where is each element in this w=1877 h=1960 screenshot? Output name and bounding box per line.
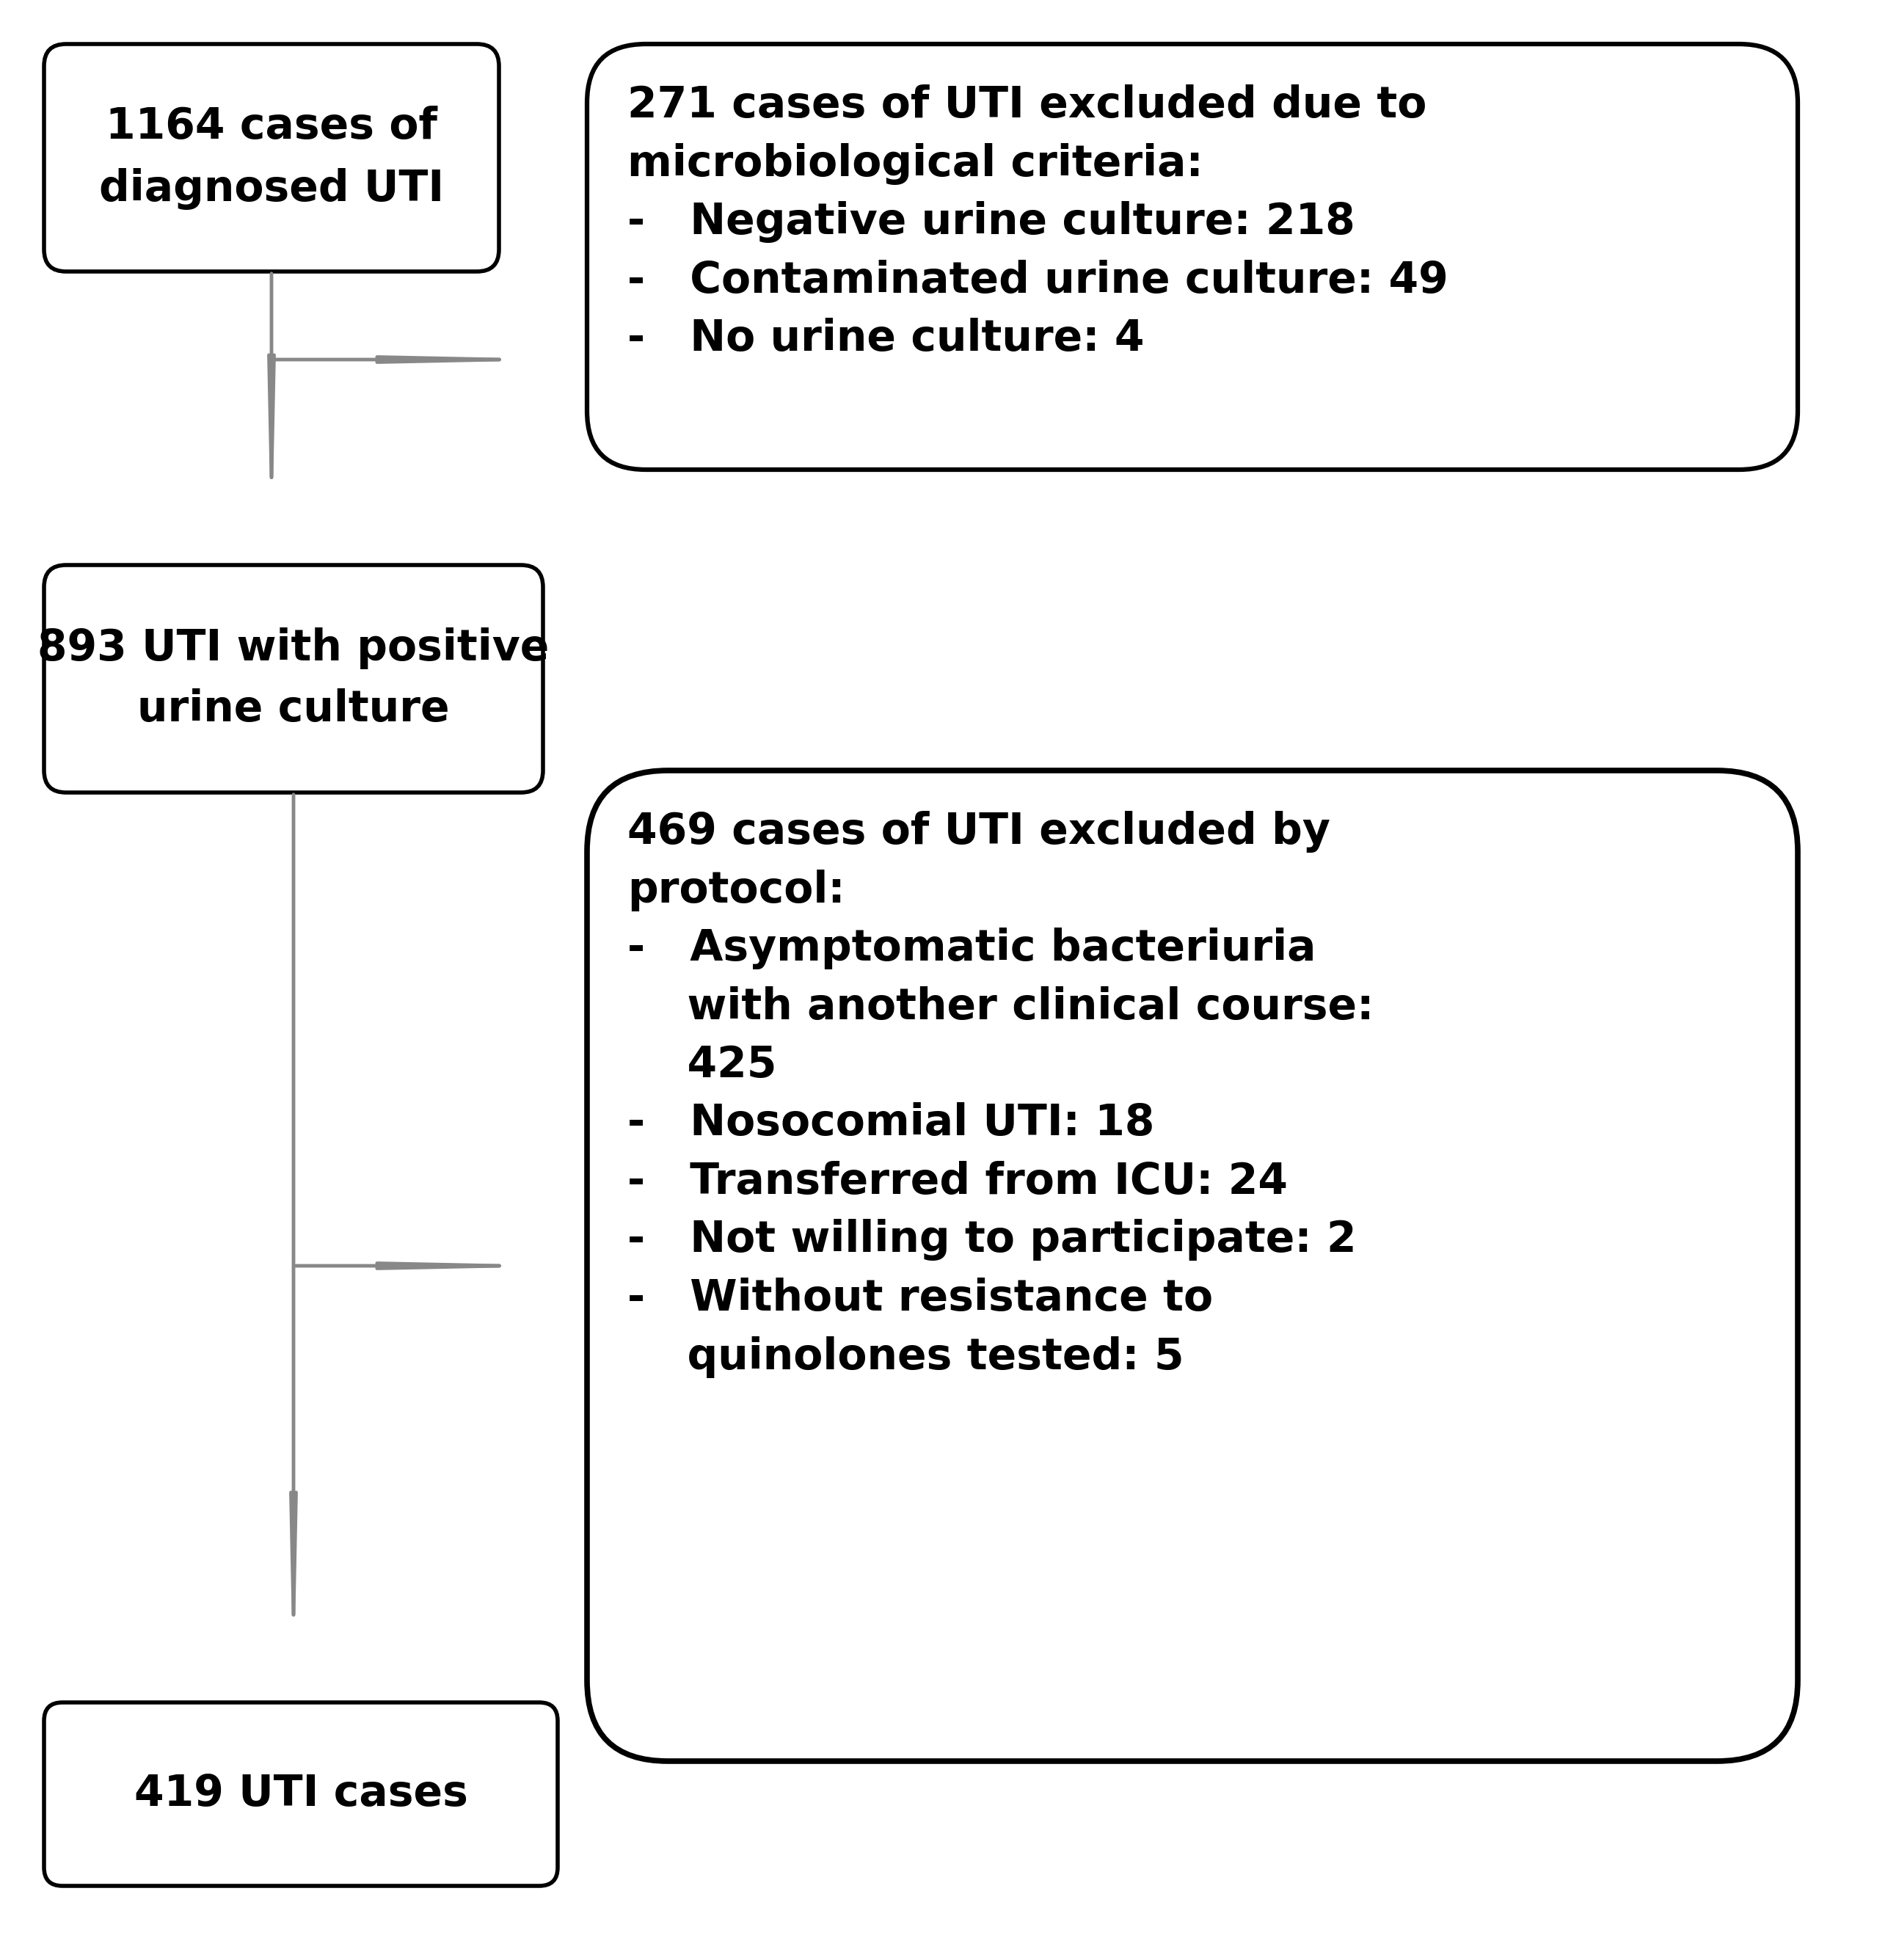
FancyBboxPatch shape (43, 564, 542, 792)
Text: 893 UTI with positive
urine culture: 893 UTI with positive urine culture (38, 627, 550, 731)
FancyBboxPatch shape (588, 770, 1798, 1762)
Text: 419 UTI cases: 419 UTI cases (133, 1774, 467, 1815)
FancyBboxPatch shape (43, 43, 499, 272)
Text: 271 cases of UTI excluded due to
microbiological criteria:
-   Negative urine cu: 271 cases of UTI excluded due to microbi… (627, 84, 1449, 359)
Text: 1164 cases of
diagnosed UTI: 1164 cases of diagnosed UTI (99, 106, 445, 210)
FancyBboxPatch shape (588, 43, 1798, 470)
FancyBboxPatch shape (43, 1703, 557, 1886)
Text: 469 cases of UTI excluded by
protocol:
-   Asymptomatic bacteriuria
    with ano: 469 cases of UTI excluded by protocol: -… (627, 811, 1374, 1378)
